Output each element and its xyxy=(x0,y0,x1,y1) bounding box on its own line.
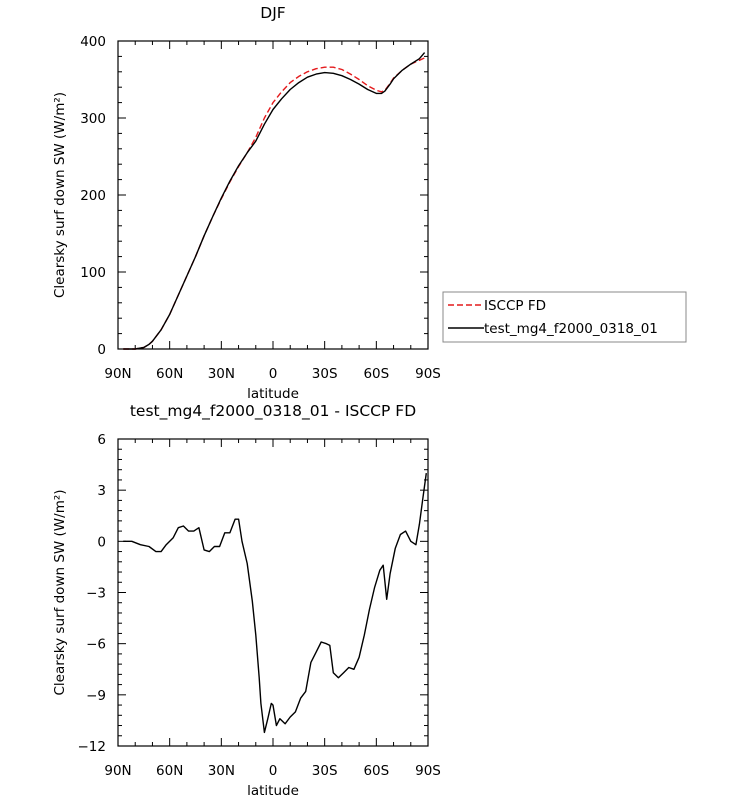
panel-1-x-tick-label: 30N xyxy=(208,366,235,382)
panel-1-series-line-isccp-fd xyxy=(123,57,425,350)
panel-1-legend: ISCCP FD test_mg4_f2000_0318_01 xyxy=(442,291,687,343)
panel-1-plot-frame xyxy=(117,40,429,350)
panel-2-title: test_mg4_f2000_0318_01 - ISCCP FD xyxy=(130,402,416,421)
panel-2-x-tick-label: 90S xyxy=(415,763,441,779)
panel-2-x-tick-label: 90N xyxy=(104,763,131,779)
panel-2-y-tick-label: 0 xyxy=(97,534,106,550)
panel-2-y-tick-label: −3 xyxy=(86,586,106,602)
panel-2-plot-frame xyxy=(117,438,429,747)
panel-1-x-tick-label: 0 xyxy=(269,366,278,382)
panel-1-y-tick-label: 100 xyxy=(80,265,106,281)
panel-1-y-axis-label-text: Clearsky surf down SW (W/m²) xyxy=(52,92,68,298)
panel-2-y-axis-label: Clearsky surf down SW (W/m²) xyxy=(52,489,68,695)
panel-1-x-tick-label: 90S xyxy=(415,366,441,382)
panel-2-y-tick-label: 3 xyxy=(97,483,106,499)
panel-1-y-tick-label: 400 xyxy=(80,34,106,50)
panel-2-x-tick-label: 60S xyxy=(363,763,389,779)
panel-2-x-tick-label: 60N xyxy=(156,763,183,779)
panel-1-series-line-test-mg4-f2000-0318-01 xyxy=(123,52,426,350)
panel-1-x-tick-label: 60N xyxy=(156,366,183,382)
panel-1-y-tick-label: 300 xyxy=(80,111,106,127)
panel-2-series-line-0 xyxy=(123,473,427,734)
panel-1-x-axis-label: latitude xyxy=(247,386,299,402)
legend-label-1: ISCCP FD xyxy=(484,298,546,314)
panel-1-title: DJF xyxy=(260,4,286,22)
panel-1-y-axis-label: Clearsky surf down SW (W/m²) xyxy=(52,92,68,298)
panel-1-y-tick-label: 200 xyxy=(80,188,106,204)
legend-label-2: test_mg4_f2000_0318_01 xyxy=(484,321,658,337)
panel-1-y-tick-label: 0 xyxy=(97,342,106,358)
panel-2-y-tick-label: −6 xyxy=(86,637,106,653)
panel-2-chart: 90N 60N 30N 0 30S 60S 90S −12 −9 −6 −3 0 3 6 test_mg4_… xyxy=(78,402,441,799)
panel-1-x-tick-label: 90N xyxy=(104,366,131,382)
legend-box xyxy=(442,291,687,343)
panel-2-y-tick-label: −9 xyxy=(86,688,106,704)
panel-2-y-tick-label: 6 xyxy=(97,432,106,448)
panel-1-x-tick-label: 30S xyxy=(312,366,338,382)
panel-1-chart: 90N 60N 30N 0 30S 60S 90S 0 100 200 300 400 DJF latit… xyxy=(80,4,441,402)
panel-2-y-tick-label: −12 xyxy=(78,739,107,755)
panel-2-x-axis-label: latitude xyxy=(247,783,299,799)
panel-2-x-tick-label: 30S xyxy=(312,763,338,779)
panel-2-x-tick-label: 0 xyxy=(269,763,278,779)
panel-2-x-tick-label: 30N xyxy=(208,763,235,779)
panel-1-x-tick-label: 60S xyxy=(363,366,389,382)
panel-2-y-axis-label-text: Clearsky surf down SW (W/m²) xyxy=(52,489,68,695)
